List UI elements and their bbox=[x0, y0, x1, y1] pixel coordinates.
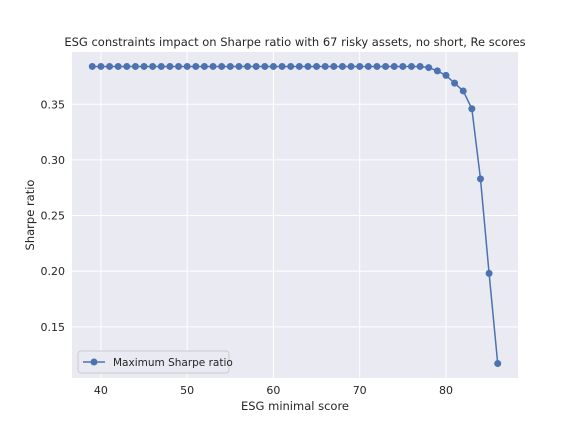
data-point bbox=[347, 62, 355, 70]
data-point bbox=[330, 62, 338, 70]
data-point bbox=[244, 62, 252, 70]
grid-lines bbox=[72, 52, 518, 378]
data-point bbox=[373, 62, 381, 70]
legend: Maximum Sharpe ratio bbox=[77, 350, 233, 374]
data-point bbox=[226, 62, 234, 70]
data-point bbox=[364, 62, 372, 70]
data-point bbox=[433, 67, 441, 75]
data-point bbox=[459, 87, 467, 95]
data-point bbox=[88, 62, 96, 70]
chart-title: ESG constraints impact on Sharpe ratio w… bbox=[64, 35, 525, 49]
y-tick-label: 0.20 bbox=[41, 265, 66, 278]
data-point bbox=[166, 62, 174, 70]
data-point bbox=[356, 62, 364, 70]
data-point bbox=[97, 62, 105, 70]
data-point bbox=[140, 62, 148, 70]
data-point bbox=[313, 62, 321, 70]
data-point bbox=[235, 62, 243, 70]
series-layer bbox=[88, 62, 502, 368]
data-point bbox=[123, 62, 131, 70]
data-point bbox=[399, 62, 407, 70]
data-point bbox=[451, 79, 459, 87]
x-tick-label: 40 bbox=[94, 384, 108, 397]
data-point bbox=[149, 62, 157, 70]
y-tick-label: 0.25 bbox=[41, 210, 66, 223]
data-point bbox=[407, 62, 415, 70]
data-point bbox=[382, 62, 390, 70]
data-point bbox=[295, 62, 303, 70]
y-tick-label: 0.15 bbox=[41, 321, 66, 334]
y-axis-label: Sharpe ratio bbox=[23, 180, 37, 251]
data-point bbox=[218, 62, 226, 70]
data-point bbox=[183, 62, 191, 70]
tick-labels: 40 50 60 70 80 0.15 0.20 0.25 0.30 0.35 bbox=[41, 98, 453, 397]
data-point bbox=[321, 62, 329, 70]
data-point bbox=[468, 105, 476, 113]
data-point bbox=[209, 62, 217, 70]
data-point bbox=[494, 360, 502, 368]
data-point bbox=[269, 62, 277, 70]
legend-box bbox=[77, 350, 230, 374]
data-point bbox=[287, 62, 295, 70]
data-point bbox=[425, 64, 433, 72]
data-point bbox=[261, 62, 269, 70]
data-point bbox=[192, 62, 200, 70]
data-point bbox=[157, 62, 165, 70]
y-tick-label: 0.35 bbox=[41, 98, 66, 111]
legend-label: Maximum Sharpe ratio bbox=[113, 357, 233, 369]
data-point bbox=[252, 62, 260, 70]
data-point bbox=[390, 62, 398, 70]
plot-area bbox=[72, 52, 518, 378]
data-point bbox=[476, 175, 484, 183]
data-point bbox=[485, 269, 493, 277]
data-point bbox=[304, 62, 312, 70]
x-tick-label: 70 bbox=[353, 384, 367, 397]
data-point bbox=[278, 62, 286, 70]
x-tick-label: 60 bbox=[266, 384, 280, 397]
data-point bbox=[200, 62, 208, 70]
data-point bbox=[442, 71, 450, 79]
y-tick-label: 0.30 bbox=[41, 154, 66, 167]
data-point bbox=[175, 62, 183, 70]
data-point bbox=[131, 62, 139, 70]
data-point bbox=[114, 62, 122, 70]
data-point bbox=[338, 62, 346, 70]
x-tick-label: 50 bbox=[180, 384, 194, 397]
x-tick-label: 80 bbox=[439, 384, 453, 397]
legend-marker-swatch bbox=[90, 358, 98, 366]
data-point bbox=[106, 62, 114, 70]
data-point bbox=[416, 62, 424, 70]
x-axis-label: ESG minimal score bbox=[241, 399, 349, 413]
